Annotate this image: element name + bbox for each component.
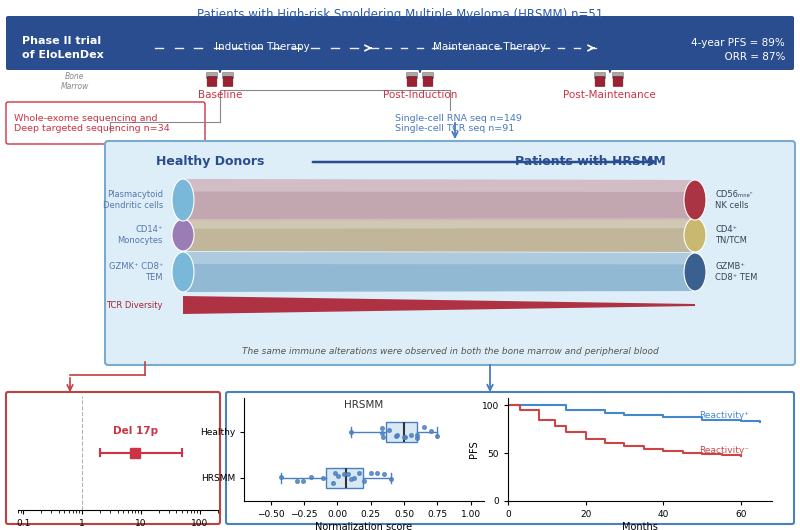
FancyBboxPatch shape xyxy=(614,77,623,86)
FancyBboxPatch shape xyxy=(613,73,623,78)
Text: Bone
Marrow: Bone Marrow xyxy=(61,72,89,91)
Text: Plasmacytoid
Dendritic cells: Plasmacytoid Dendritic cells xyxy=(102,190,163,210)
Ellipse shape xyxy=(684,218,706,252)
Text: Maintenance Therapy: Maintenance Therapy xyxy=(434,42,546,52)
FancyBboxPatch shape xyxy=(422,73,434,78)
FancyBboxPatch shape xyxy=(595,77,605,86)
Text: Reactivity⁻: Reactivity⁻ xyxy=(698,446,749,455)
Point xyxy=(382,426,395,435)
Ellipse shape xyxy=(172,252,194,292)
Point xyxy=(347,473,360,482)
Text: Post-Induction: Post-Induction xyxy=(383,90,457,100)
Text: GZMK⁺ CD8⁺
TEM: GZMK⁺ CD8⁺ TEM xyxy=(109,262,163,282)
FancyBboxPatch shape xyxy=(222,73,234,78)
Text: TCR Diversity: TCR Diversity xyxy=(106,301,163,310)
Text: CD4⁺
TN/TCM: CD4⁺ TN/TCM xyxy=(715,225,747,245)
Ellipse shape xyxy=(172,179,194,221)
Polygon shape xyxy=(183,179,695,221)
Text: CD14⁺
Monocytes: CD14⁺ Monocytes xyxy=(118,225,163,245)
Point xyxy=(384,474,397,483)
Point xyxy=(411,434,424,442)
Text: Post-Maintenance: Post-Maintenance xyxy=(562,90,655,100)
Polygon shape xyxy=(183,218,695,252)
FancyBboxPatch shape xyxy=(223,77,233,86)
Point xyxy=(390,432,402,440)
FancyBboxPatch shape xyxy=(105,141,795,365)
Point xyxy=(317,474,330,482)
Point xyxy=(375,424,388,432)
Y-axis label: PFS: PFS xyxy=(469,440,479,458)
Point xyxy=(297,476,310,485)
Polygon shape xyxy=(183,252,695,264)
FancyBboxPatch shape xyxy=(406,73,418,78)
FancyBboxPatch shape xyxy=(6,392,220,524)
X-axis label: Months: Months xyxy=(622,522,658,530)
Point xyxy=(391,431,404,439)
Text: Patients with HRSMM: Patients with HRSMM xyxy=(514,155,666,168)
FancyBboxPatch shape xyxy=(407,77,417,86)
FancyBboxPatch shape xyxy=(6,16,794,70)
Polygon shape xyxy=(183,296,695,314)
Text: Reactivity⁺: Reactivity⁺ xyxy=(698,411,749,420)
FancyBboxPatch shape xyxy=(594,73,606,78)
Text: Del 17p: Del 17p xyxy=(113,426,158,436)
Point xyxy=(418,423,430,431)
Point xyxy=(378,470,390,478)
Point xyxy=(342,470,354,479)
Ellipse shape xyxy=(172,219,194,251)
Point xyxy=(377,432,390,441)
Point xyxy=(398,432,410,441)
Point xyxy=(358,477,370,485)
PathPatch shape xyxy=(326,468,362,488)
Point xyxy=(327,479,340,488)
Point xyxy=(399,432,412,441)
Point xyxy=(331,472,344,481)
FancyBboxPatch shape xyxy=(207,77,217,86)
Text: Patients with High-risk Smoldering Multiple Myeloma (HRSMM) n=51: Patients with High-risk Smoldering Multi… xyxy=(197,8,603,21)
FancyBboxPatch shape xyxy=(206,73,218,78)
Text: GZMB⁺
CD8⁺ TEM: GZMB⁺ CD8⁺ TEM xyxy=(715,262,758,282)
Point xyxy=(424,427,437,436)
Text: Whole-exome sequencing and
Deep targeted sequencing n=34: Whole-exome sequencing and Deep targeted… xyxy=(14,114,170,134)
Text: Single-cell RNA seq n=149
Single-cell TCR seq n=91: Single-cell RNA seq n=149 Single-cell TC… xyxy=(395,114,522,134)
Point xyxy=(371,469,384,477)
Point xyxy=(338,470,350,478)
Point xyxy=(410,431,423,439)
Text: CD56ₘₙₑʳ
NK cells: CD56ₘₙₑʳ NK cells xyxy=(715,190,752,210)
Text: Baseline: Baseline xyxy=(198,90,242,100)
Point xyxy=(328,469,341,477)
Polygon shape xyxy=(183,179,695,192)
Text: 4-year PFS = 89%
      ORR = 87%: 4-year PFS = 89% ORR = 87% xyxy=(691,38,785,62)
FancyBboxPatch shape xyxy=(226,392,794,524)
Point xyxy=(274,473,287,482)
FancyBboxPatch shape xyxy=(423,77,433,86)
Text: Induction Therapy: Induction Therapy xyxy=(214,42,310,52)
Point xyxy=(344,475,357,483)
Point xyxy=(344,428,357,437)
Point xyxy=(404,431,417,439)
Text: Phase II trial
of EloLenDex: Phase II trial of EloLenDex xyxy=(22,36,104,60)
Text: The same immune alterations were observed in both the bone marrow and peripheral: The same immune alterations were observe… xyxy=(242,348,658,357)
FancyBboxPatch shape xyxy=(6,102,205,144)
Point xyxy=(304,473,317,482)
Point xyxy=(291,476,304,485)
Polygon shape xyxy=(183,252,695,292)
Text: Healthy Donors: Healthy Donors xyxy=(156,155,264,168)
PathPatch shape xyxy=(386,422,417,442)
Ellipse shape xyxy=(684,180,706,220)
Ellipse shape xyxy=(684,253,706,291)
Text: HRSMM: HRSMM xyxy=(344,400,384,410)
Point xyxy=(364,469,377,478)
Point xyxy=(431,431,444,440)
X-axis label: Normalization score: Normalization score xyxy=(315,522,413,530)
Point xyxy=(375,429,388,437)
Polygon shape xyxy=(183,218,695,228)
Point xyxy=(352,469,365,477)
